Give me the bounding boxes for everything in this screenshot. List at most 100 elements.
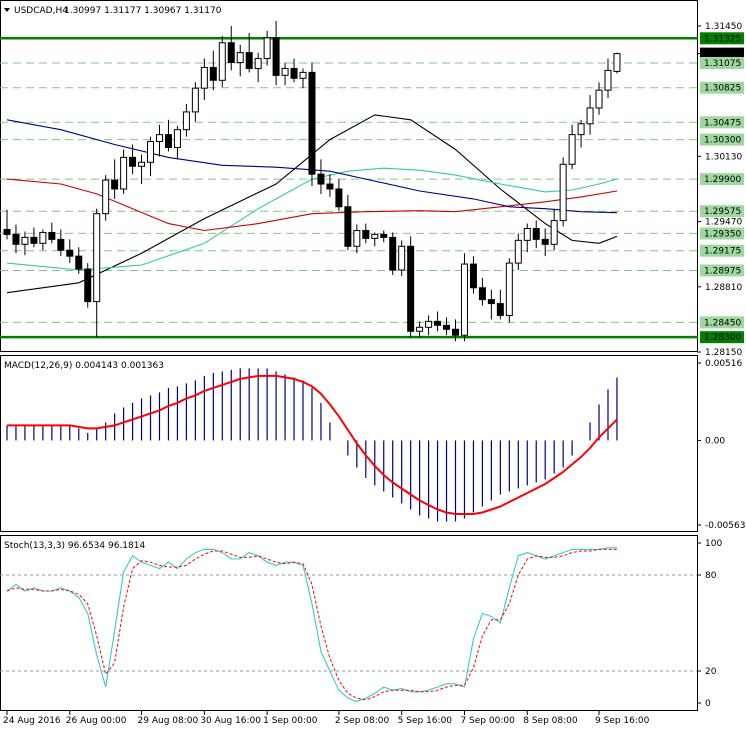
level-label-bg [700, 81, 744, 94]
candle-body [200, 66, 208, 89]
time-tick-label: 8 Sep 08:00 [523, 716, 578, 726]
price-panel-frame [0, 0, 698, 352]
candle-body [182, 111, 190, 131]
stoch-title: Stoch(13,3,3) 96.6534 96.1814 [4, 541, 145, 551]
level-label: 1.31075 [704, 59, 741, 69]
candle-body [595, 89, 603, 109]
candle-body [550, 220, 558, 245]
level-label-bg [700, 133, 744, 146]
level-label-bg [700, 205, 744, 218]
level-label: 1.30475 [704, 118, 741, 128]
level-label-bg [700, 116, 744, 129]
level-label: 1.30300 [704, 136, 741, 146]
candle-body [272, 37, 280, 76]
macd-tick-label: -0.005635 [705, 521, 746, 531]
candle-body [75, 255, 83, 270]
time-tick-label: 26 Aug 00:00 [66, 716, 127, 726]
candle-body [586, 107, 594, 125]
candle-body [559, 163, 567, 222]
candle-body [460, 263, 468, 336]
candle-body [48, 231, 56, 240]
candle-body [138, 161, 146, 167]
level-label-bg [700, 173, 744, 186]
candle-body [93, 213, 101, 303]
stoch-tick-label: 80 [705, 571, 717, 581]
candle-body [84, 268, 92, 303]
candle-body [371, 233, 379, 239]
stoch-tick-label: 20 [705, 667, 717, 677]
chevron-down-icon[interactable] [4, 8, 10, 12]
candle-body [407, 245, 415, 332]
candle-body [317, 173, 325, 185]
level-label: 1.30825 [704, 84, 741, 94]
candle-body [290, 67, 298, 79]
candle-body [443, 324, 451, 330]
candle-body [353, 229, 361, 247]
candle-body [236, 52, 244, 64]
candle-body [299, 71, 307, 79]
level-label-bg [700, 32, 744, 45]
candle-body [30, 236, 38, 244]
chart-title-symbol: USDCAD,H4 [14, 6, 68, 16]
candle-body [155, 134, 163, 143]
moving-average-line [6, 114, 618, 294]
candle-body [39, 231, 47, 244]
time-tick-label: 29 Aug 08:00 [138, 716, 199, 726]
time-tick-label: 2 Sep 08:00 [335, 716, 390, 726]
candle-body [227, 42, 235, 64]
candle-body [532, 227, 540, 240]
candle-body [147, 141, 155, 163]
macd-panel-frame [0, 355, 698, 532]
time-tick-label: 30 Aug 16:00 [200, 716, 261, 726]
chart-title-ohlc: 1.30997 1.31177 1.30967 1.31170 [64, 6, 222, 16]
price-tick-label: 1.31170 [705, 50, 742, 60]
price-tick-label: 1.29470 [705, 218, 742, 228]
candle-body [514, 239, 522, 264]
level-label: 1.31325 [704, 34, 741, 44]
price-tick-label: 1.28810 [705, 283, 742, 293]
candle-body [568, 134, 576, 165]
price-tick-label: 1.28150 [705, 348, 742, 358]
price-tick-label: 1.31450 [705, 22, 742, 32]
time-tick-label: 9 Sep 16:00 [595, 716, 650, 726]
level-label: 1.28975 [704, 266, 741, 276]
candle-body [164, 134, 172, 148]
candle-body [57, 238, 65, 251]
candle-body [308, 71, 316, 175]
candle-body [416, 326, 424, 332]
candle-body [218, 42, 226, 81]
candle-body [254, 58, 262, 69]
level-label: 1.28450 [704, 318, 741, 328]
stoch-panel-frame [0, 535, 698, 711]
candle-body [425, 320, 433, 328]
level-label-bg [700, 244, 744, 257]
candle-body [380, 233, 388, 238]
candle-body [245, 52, 253, 69]
candle-body [326, 183, 334, 190]
candle-body [613, 53, 621, 72]
time-tick-label: 7 Sep 00:00 [460, 716, 515, 726]
moving-average-line [6, 119, 618, 214]
candle-body [263, 37, 271, 60]
stochastic-indicator: 100 80 20 0 [0, 539, 722, 709]
stoch-tick-label: 0 [705, 699, 711, 709]
candle-body [335, 188, 343, 208]
candle-body [362, 229, 370, 239]
stoch-tick-label: 100 [705, 539, 722, 549]
candle-body [452, 328, 459, 336]
macd-tick-label: 0.00 [705, 436, 725, 446]
time-tick-label: 1 Sep 00:00 [263, 716, 318, 726]
candle-body [344, 206, 352, 247]
candle-body [487, 299, 495, 305]
candle-body [541, 238, 549, 245]
candle-body [434, 320, 442, 326]
current-price-bg [700, 47, 744, 60]
time-tick-label: 24 Aug 2016 [3, 716, 61, 726]
price-axis: 1.31450 1.31170 1.30130 1.29470 1.28810 1.281… [697, 22, 742, 358]
candle-body [191, 87, 199, 113]
level-label: 1.29575 [704, 207, 741, 217]
candle-body [102, 179, 110, 215]
candle-body [577, 123, 585, 136]
